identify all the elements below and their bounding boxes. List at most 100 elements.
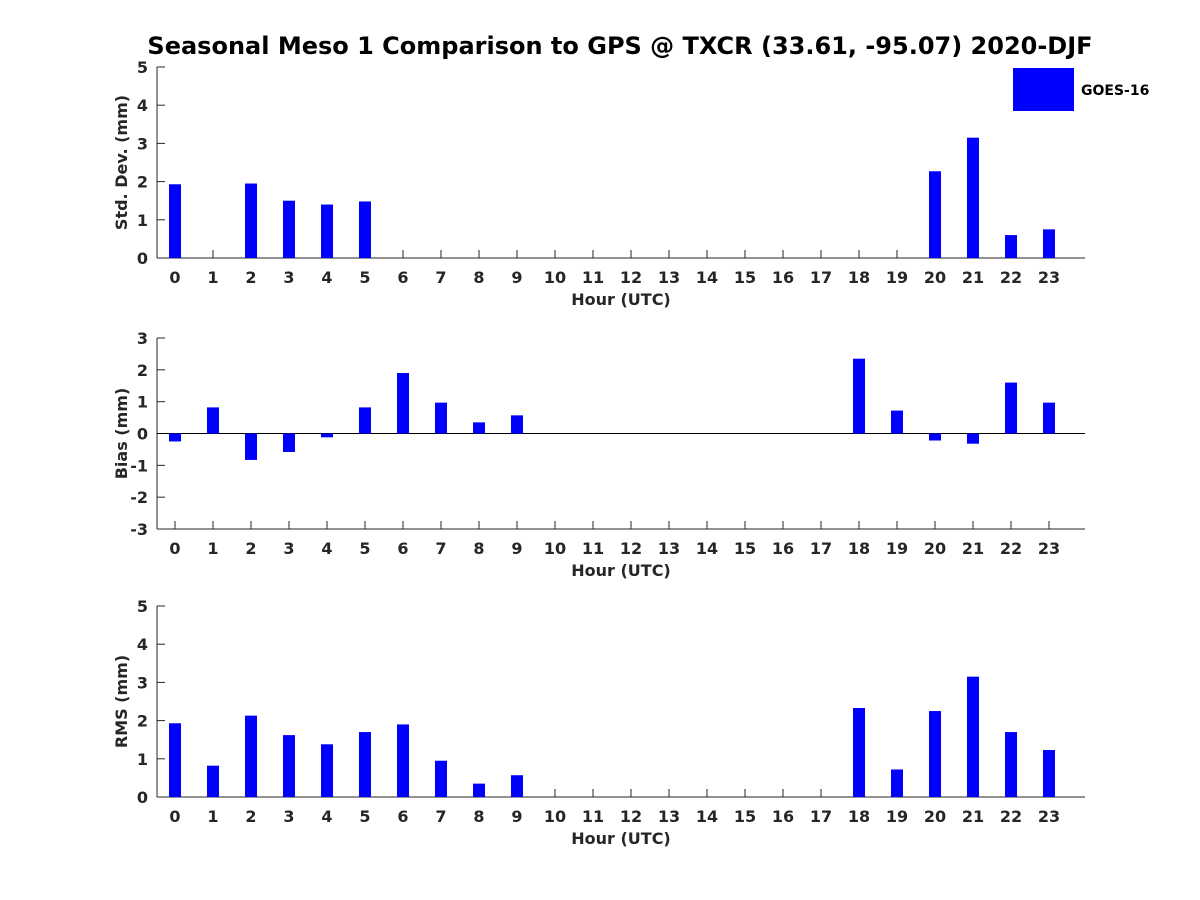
x-tick-label: 20 xyxy=(924,807,946,826)
x-tick-label: 22 xyxy=(1000,539,1022,558)
x-tick-label: 3 xyxy=(283,268,294,287)
y-tick-label: 3 xyxy=(137,134,148,153)
x-tick-label: 6 xyxy=(397,268,408,287)
y-tick-label: 0 xyxy=(137,249,148,268)
bar xyxy=(929,711,941,797)
x-tick-label: 16 xyxy=(772,539,794,558)
bar xyxy=(283,735,295,797)
x-tick-label: 10 xyxy=(544,539,566,558)
x-axis-label: Hour (UTC) xyxy=(571,561,671,580)
bar xyxy=(359,732,371,797)
y-tick-label: 3 xyxy=(137,673,148,692)
x-tick-label: 18 xyxy=(848,539,870,558)
x-tick-label: 21 xyxy=(962,807,984,826)
y-tick-label: -1 xyxy=(130,456,148,475)
x-tick-label: 17 xyxy=(810,539,832,558)
x-tick-label: 2 xyxy=(245,268,256,287)
x-tick-label: 9 xyxy=(511,807,522,826)
bar xyxy=(397,373,409,434)
x-tick-label: 5 xyxy=(359,539,370,558)
bar xyxy=(321,433,333,438)
bar xyxy=(245,183,257,258)
x-axis-label: Hour (UTC) xyxy=(571,290,671,309)
bar xyxy=(207,765,219,797)
bar xyxy=(1043,750,1055,797)
x-tick-label: 11 xyxy=(582,807,604,826)
bar xyxy=(321,744,333,797)
x-tick-label: 1 xyxy=(207,268,218,287)
legend: GOES-16 xyxy=(1013,68,1149,111)
bar xyxy=(435,760,447,797)
x-tick-label: 20 xyxy=(924,539,946,558)
figure-title: Seasonal Meso 1 Comparison to GPS @ TXCR… xyxy=(147,32,1092,60)
x-tick-label: 14 xyxy=(696,268,718,287)
y-tick-label: 2 xyxy=(137,712,148,731)
x-tick-label: 8 xyxy=(473,539,484,558)
x-tick-label: 4 xyxy=(321,539,332,558)
x-tick-label: 11 xyxy=(582,268,604,287)
x-tick-label: 22 xyxy=(1000,807,1022,826)
y-tick-label: 1 xyxy=(137,750,148,769)
x-tick-label: 7 xyxy=(435,539,446,558)
x-tick-label: 16 xyxy=(772,268,794,287)
bar xyxy=(321,204,333,258)
bar xyxy=(853,707,865,797)
x-tick-label: 15 xyxy=(734,539,756,558)
bar xyxy=(169,184,181,258)
y-tick-label: 2 xyxy=(137,173,148,192)
x-tick-label: 7 xyxy=(435,268,446,287)
bar xyxy=(359,407,371,434)
x-tick-label: 1 xyxy=(207,539,218,558)
bar xyxy=(929,433,941,441)
x-tick-label: 15 xyxy=(734,807,756,826)
x-tick-label: 17 xyxy=(810,807,832,826)
x-tick-label: 23 xyxy=(1038,268,1060,287)
y-axis-label: Std. Dev. (mm) xyxy=(112,95,131,230)
x-tick-label: 13 xyxy=(658,268,680,287)
bar xyxy=(435,402,447,434)
x-tick-label: 0 xyxy=(169,807,180,826)
bar xyxy=(929,171,941,258)
x-tick-label: 13 xyxy=(658,539,680,558)
y-tick-label: 1 xyxy=(137,393,148,412)
x-tick-label: 22 xyxy=(1000,268,1022,287)
legend-swatch-goes-16 xyxy=(1013,68,1074,111)
x-tick-label: 18 xyxy=(848,807,870,826)
x-tick-label: 21 xyxy=(962,268,984,287)
x-tick-label: 21 xyxy=(962,539,984,558)
bar xyxy=(891,410,903,434)
bar xyxy=(245,715,257,797)
x-tick-label: 17 xyxy=(810,268,832,287)
x-tick-label: 14 xyxy=(696,807,718,826)
y-tick-label: 4 xyxy=(137,635,148,654)
x-tick-label: 3 xyxy=(283,539,294,558)
x-tick-label: 23 xyxy=(1038,539,1060,558)
x-tick-label: 0 xyxy=(169,539,180,558)
bar xyxy=(1005,235,1017,258)
y-tick-label: 5 xyxy=(137,597,148,616)
bar xyxy=(359,201,371,258)
x-tick-label: 2 xyxy=(245,539,256,558)
bar xyxy=(283,200,295,258)
bar xyxy=(1005,732,1017,797)
x-tick-label: 6 xyxy=(397,807,408,826)
x-tick-label: 20 xyxy=(924,268,946,287)
bar xyxy=(511,775,523,797)
x-tick-label: 9 xyxy=(511,268,522,287)
x-tick-label: 19 xyxy=(886,539,908,558)
bar xyxy=(473,783,485,797)
x-tick-label: 11 xyxy=(582,539,604,558)
x-tick-label: 12 xyxy=(620,539,642,558)
y-tick-label: 3 xyxy=(137,329,148,348)
x-tick-label: 5 xyxy=(359,807,370,826)
x-tick-label: 15 xyxy=(734,268,756,287)
y-tick-label: 0 xyxy=(137,425,148,444)
x-tick-label: 10 xyxy=(544,807,566,826)
x-tick-label: 23 xyxy=(1038,807,1060,826)
y-axis-label: Bias (mm) xyxy=(112,388,131,480)
bar xyxy=(169,723,181,797)
y-tick-label: 2 xyxy=(137,361,148,380)
legend-label-goes-16: GOES-16 xyxy=(1081,83,1149,99)
